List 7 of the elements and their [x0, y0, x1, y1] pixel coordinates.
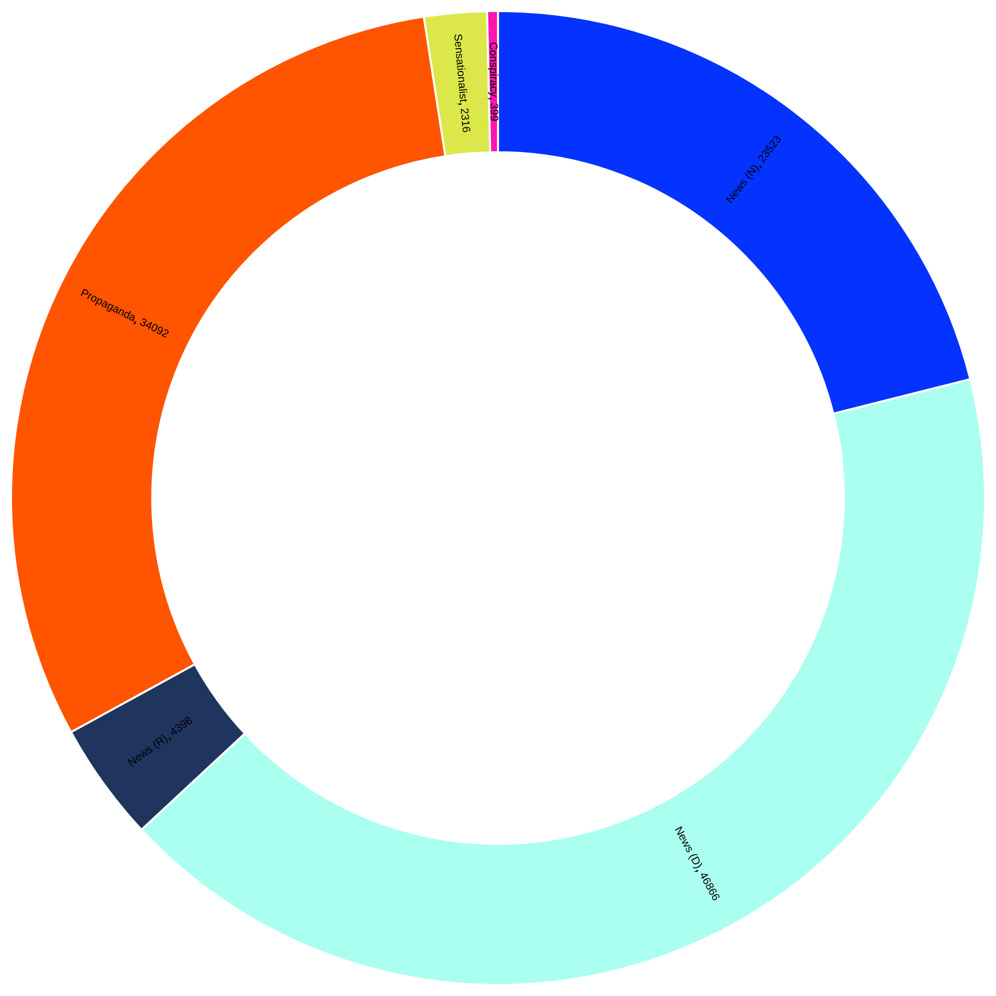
data-label: 46866: [696, 870, 722, 903]
data-label: 399: [488, 102, 500, 122]
slice-label: News (D): [672, 824, 704, 871]
slice-label: Conspiracy: [486, 42, 500, 98]
data-label: 4398: [168, 714, 195, 739]
data-label: 2316: [458, 108, 472, 134]
slice-label: Sensationalist: [451, 33, 470, 103]
